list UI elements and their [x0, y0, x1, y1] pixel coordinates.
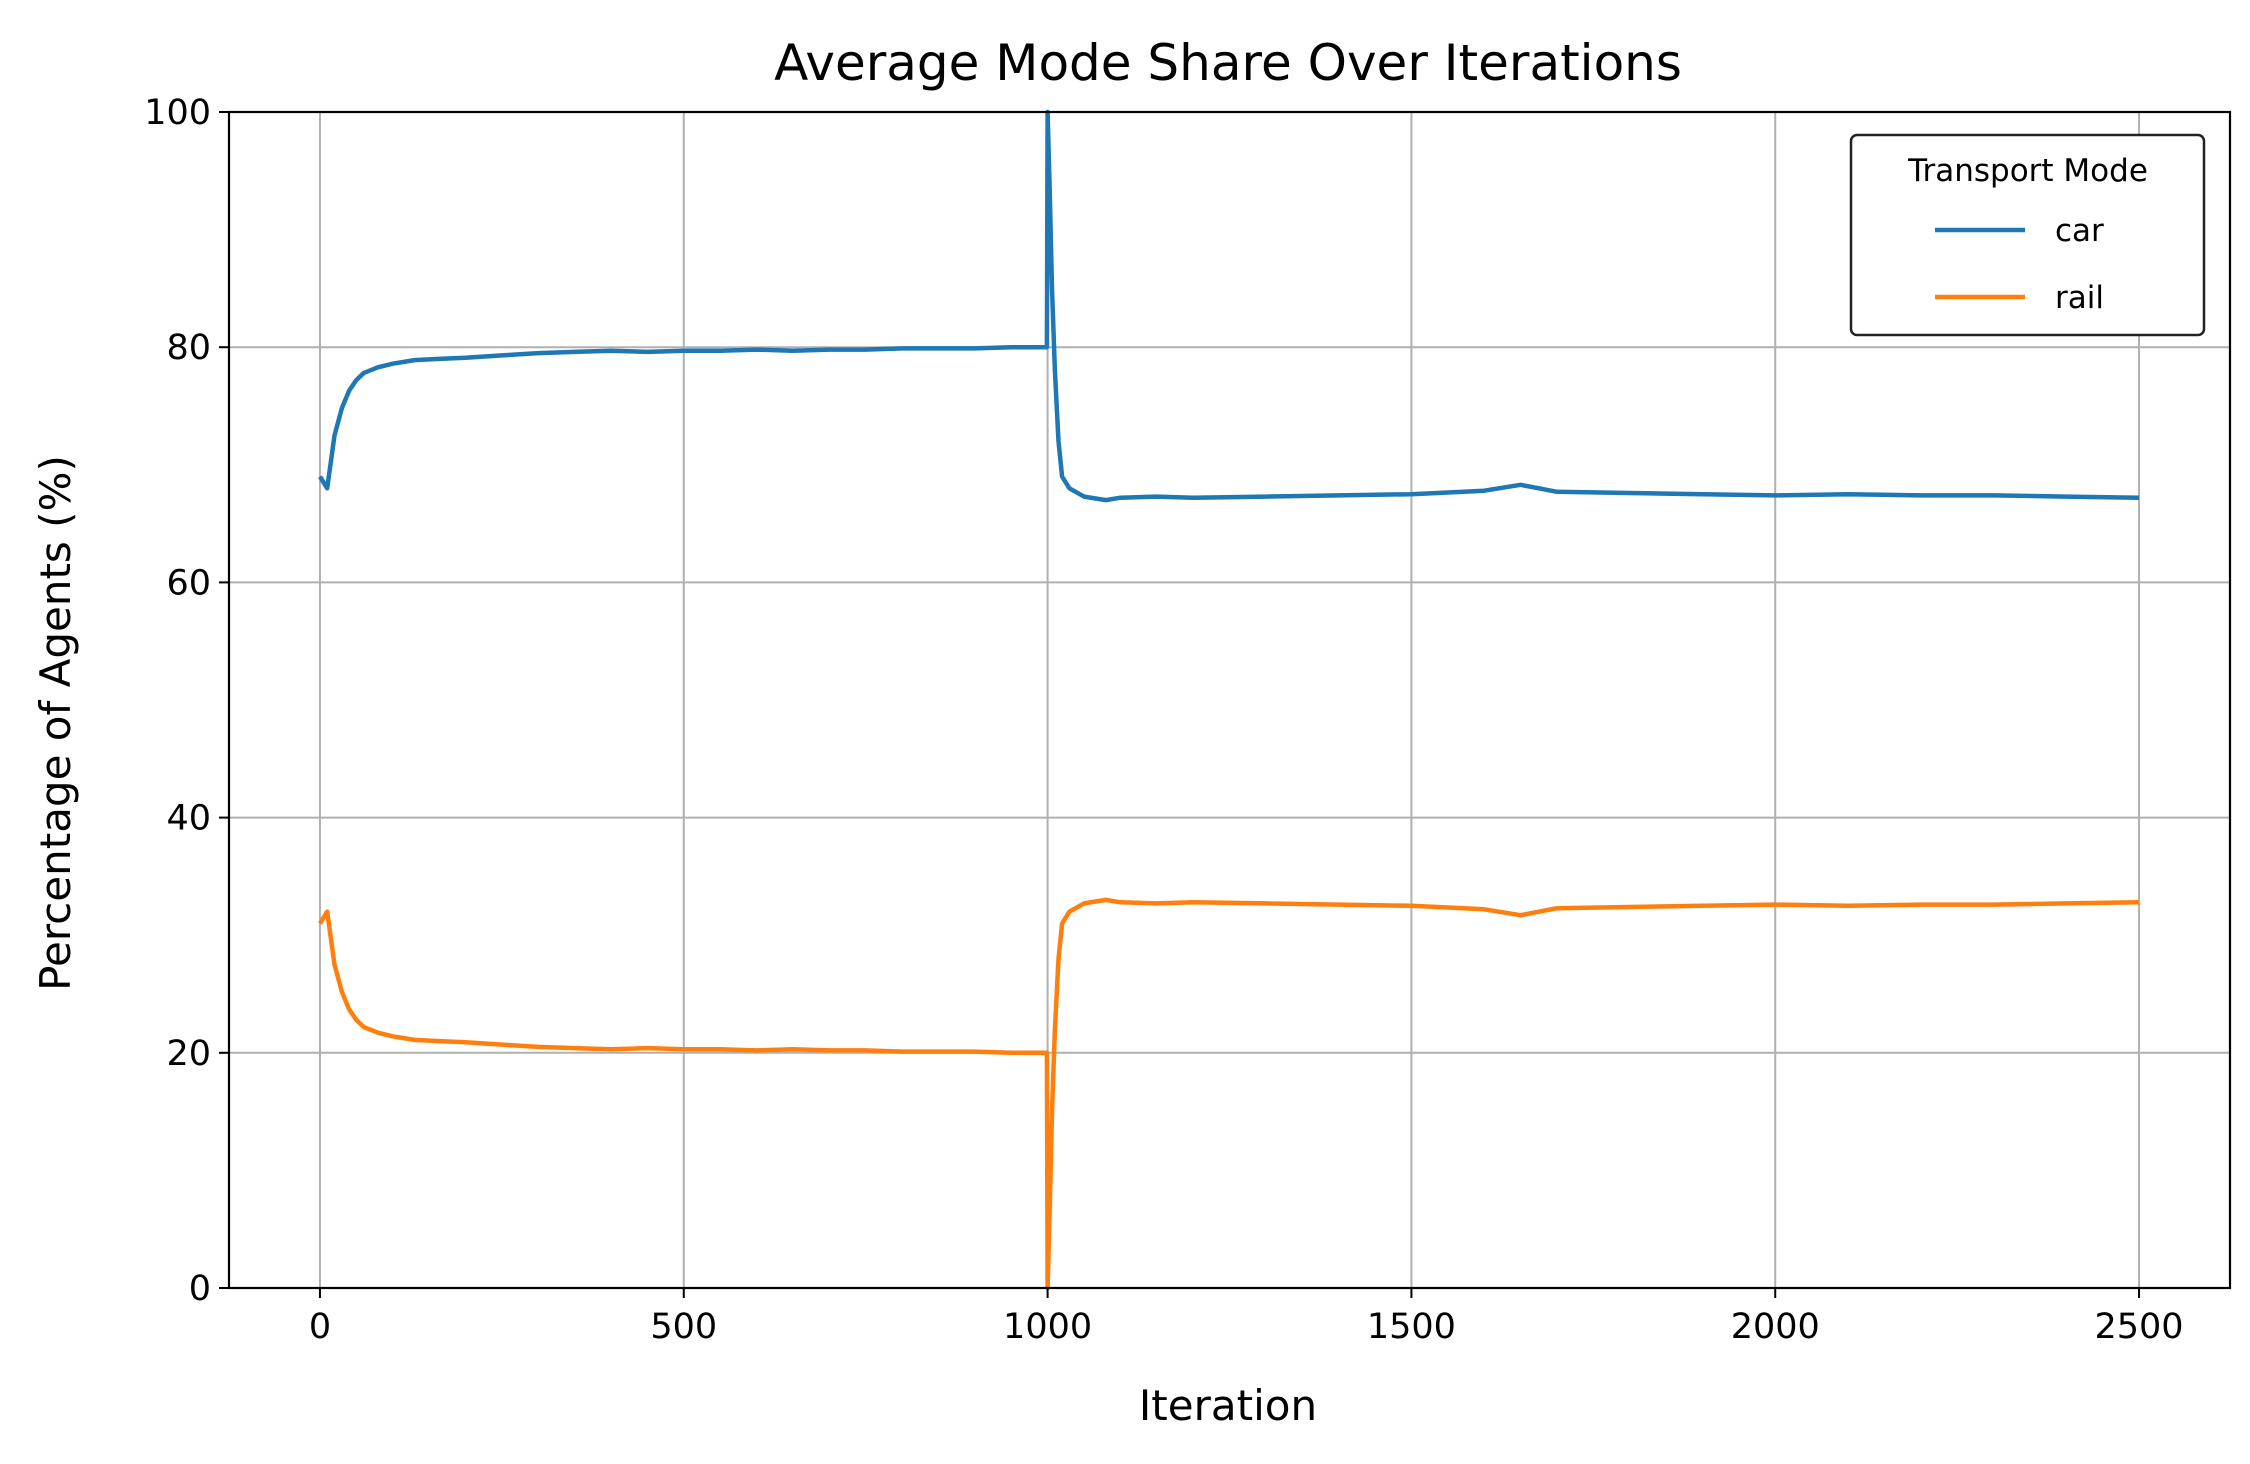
legend-label-rail: rail — [2055, 280, 2104, 316]
legend: Transport Mode car rail — [1849, 133, 2206, 337]
series-line-car — [318, 109, 2140, 503]
x-tick-label: 2000 — [1731, 1307, 1820, 1347]
x-axis-label: Iteration — [1139, 1381, 1317, 1430]
y-tick-label: 80 — [166, 328, 211, 368]
x-tick-label: 500 — [650, 1307, 717, 1347]
legend-title: Transport Mode — [1907, 153, 2148, 189]
chart-title: Average Mode Share Over Iterations — [774, 34, 1682, 92]
y-tick-label: 20 — [166, 1034, 211, 1074]
y-tick-label: 100 — [144, 93, 211, 133]
x-tick-label: 0 — [309, 1307, 331, 1347]
x-tick-label: 1000 — [1003, 1307, 1092, 1347]
lines-layer — [318, 109, 2140, 1291]
plot-frame — [227, 110, 2232, 1290]
legend-entries: car rail — [1935, 213, 2104, 316]
legend-box — [1849, 133, 2206, 337]
y-tick-label: 60 — [166, 563, 211, 603]
x-tick-label: 1500 — [1367, 1307, 1456, 1347]
y-axis-label: Percentage of Agents (%) — [31, 455, 80, 991]
x-tick-label: 2500 — [2095, 1307, 2184, 1347]
series-line-rail — [318, 897, 2140, 1291]
y-tick-label: 40 — [166, 799, 211, 839]
legend-label-car: car — [2055, 213, 2104, 249]
y-tick-label: 0 — [189, 1269, 211, 1309]
ticks-layer: 0 500 1000 1500 2000 2500 0 20 40 60 80 100 — [144, 93, 2183, 1347]
